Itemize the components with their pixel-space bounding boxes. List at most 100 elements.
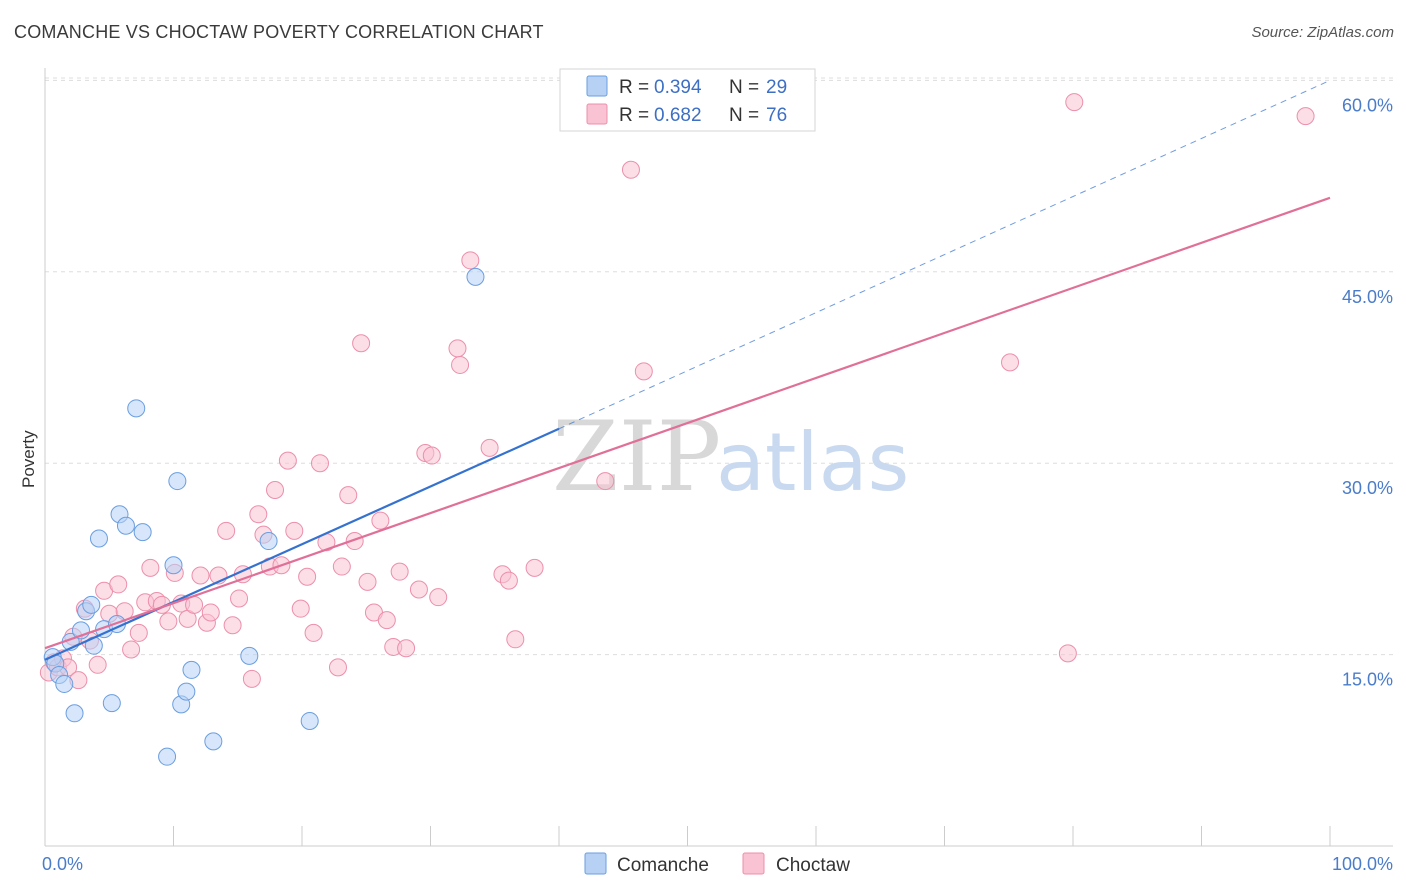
trendlines	[44, 79, 1331, 661]
watermark-zip: ZIP	[552, 401, 721, 513]
choctaw-point	[310, 454, 329, 473]
choctaw-point	[285, 521, 304, 540]
choctaw-point	[249, 505, 268, 524]
comanche-point	[164, 556, 183, 575]
legend-swatch-comanche	[586, 75, 608, 97]
legend-r-label-choctaw: R =	[619, 105, 649, 126]
legend-n-label-choctaw: N =	[729, 105, 759, 126]
x-tick-labels: 0.0% 100.0%	[42, 854, 1393, 874]
comanche-trendline-extension	[558, 79, 1331, 430]
choctaw-point	[429, 588, 448, 607]
source-label: Source: ZipAtlas.com	[1251, 24, 1394, 41]
bottom-legend-label-choctaw: Choctaw	[776, 855, 850, 876]
choctaw-point	[358, 572, 377, 591]
choctaw-point	[304, 623, 323, 642]
choctaw-point	[596, 472, 615, 491]
choctaw-point	[109, 575, 128, 594]
choctaw-point	[422, 446, 441, 465]
choctaw-point	[191, 566, 210, 585]
choctaw-point	[499, 571, 518, 590]
choctaw-point	[634, 362, 653, 381]
axes	[44, 68, 1393, 847]
bottom-legend-swatch-choctaw	[742, 852, 765, 875]
choctaw-point	[242, 669, 261, 688]
choctaw-point	[480, 438, 499, 457]
choctaw-point	[129, 623, 148, 642]
choctaw-point	[451, 355, 470, 374]
choctaw-point	[352, 334, 371, 353]
comanche-point	[240, 646, 259, 665]
choctaw-point	[371, 511, 390, 530]
watermark-atlas: atlas	[716, 416, 909, 509]
comanche-point	[133, 523, 152, 542]
x-tick-label: 0.0%	[42, 854, 83, 874]
choctaw-point	[223, 616, 242, 635]
legend-n-value-comanche: 29	[766, 77, 787, 98]
y-tick-label: 45.0%	[1342, 287, 1393, 307]
comanche-point	[102, 694, 121, 713]
choctaw-point	[217, 521, 236, 540]
choctaw-point	[298, 567, 317, 586]
comanche-point	[466, 267, 485, 286]
comanche-point	[300, 711, 319, 730]
choctaw-point	[621, 160, 640, 179]
comanche-point	[259, 532, 278, 551]
choctaw-point	[1058, 644, 1077, 663]
comanche-point	[182, 660, 201, 679]
choctaw-point	[278, 451, 297, 470]
y-tick-label: 15.0%	[1342, 670, 1393, 690]
comanche-point	[204, 732, 223, 751]
choctaw-point	[339, 486, 358, 505]
chart-title: COMANCHE VS CHOCTAW POVERTY CORRELATION …	[14, 22, 544, 42]
comanche-point	[168, 472, 187, 491]
choctaw-point	[291, 599, 310, 618]
choctaw-point	[230, 589, 249, 608]
watermark: ZIP atlas	[552, 401, 909, 513]
comanche-point	[127, 399, 146, 418]
comanche-point	[116, 516, 135, 535]
legend-r-value-choctaw: 0.682	[654, 105, 702, 126]
choctaw-point	[88, 655, 107, 674]
choctaw-point	[122, 640, 141, 659]
bottom-legend: Comanche Choctaw	[584, 852, 850, 876]
legend-r-value-comanche: 0.394	[654, 77, 702, 98]
choctaw-point	[448, 339, 467, 358]
comanche-point	[55, 674, 74, 693]
choctaw-point	[141, 558, 160, 577]
legend-swatch-choctaw	[586, 103, 608, 125]
choctaw-point	[201, 603, 220, 622]
y-tick-labels: 15.0% 30.0% 45.0% 60.0%	[1342, 95, 1393, 689]
x-tick-label: 100.0%	[1332, 854, 1393, 874]
y-tick-label: 30.0%	[1342, 478, 1393, 498]
choctaw-points	[39, 93, 1315, 690]
choctaw-point	[266, 480, 285, 499]
choctaw-point	[506, 630, 525, 649]
choctaw-point	[1296, 107, 1315, 126]
choctaw-point	[345, 532, 364, 551]
choctaw-point	[332, 557, 351, 576]
comanche-point	[177, 682, 196, 701]
comanche-point	[65, 704, 84, 723]
choctaw-point	[525, 558, 544, 577]
choctaw-point	[390, 562, 409, 581]
choctaw-trendline	[44, 196, 1331, 650]
choctaw-point	[159, 612, 178, 631]
legend-box: R = 0.394 N = 29 R = 0.682 N = 76	[559, 68, 816, 132]
comanche-point	[82, 595, 101, 614]
comanche-points	[43, 267, 485, 766]
choctaw-point	[1001, 353, 1020, 372]
bottom-legend-label-comanche: Comanche	[617, 855, 709, 876]
comanche-trendline	[44, 427, 560, 661]
choctaw-point	[461, 251, 480, 270]
choctaw-point	[328, 658, 347, 677]
legend-r-label-comanche: R =	[619, 77, 649, 98]
choctaw-point	[377, 611, 396, 630]
comanche-point	[89, 529, 108, 548]
legend-n-label-comanche: N =	[729, 77, 759, 98]
choctaw-point	[1065, 93, 1084, 112]
legend-n-value-choctaw: 76	[766, 105, 787, 126]
comanche-point	[158, 747, 177, 766]
choctaw-point	[397, 639, 416, 658]
y-axis-label: Poverty	[19, 430, 38, 488]
